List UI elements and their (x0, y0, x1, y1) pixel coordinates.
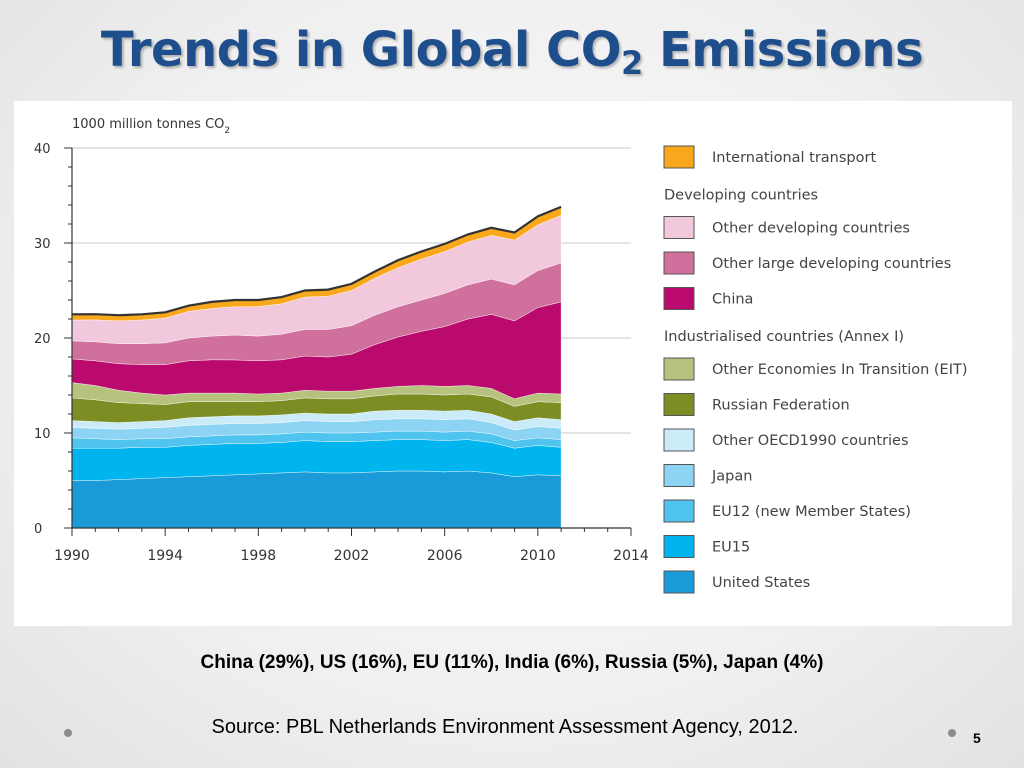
legend-header-developing-countries: Developing countries (664, 188, 818, 204)
x-tick-label-1998: 1998 (241, 548, 277, 564)
slide-title: Trends in Global CO2 Emissions (100, 22, 924, 82)
x-tick-label-2010: 2010 (520, 548, 556, 564)
y-tick-label-30: 30 (34, 237, 51, 252)
legend-label-eu12-new-member-states: EU12 (new Member States) (712, 504, 911, 520)
y-tick-label-40: 40 (34, 142, 51, 157)
y-axis-label: 1000 million tonnes CO2 (72, 117, 230, 136)
bullet-left (64, 729, 72, 737)
legend-swatch-russian-federation (663, 393, 695, 416)
co2-stacked-area-chart: 0 10 20 30 40 1990 1994 1998 2002 2006 2010 2014 100… (34, 117, 968, 594)
legend-swatch-other-developing-countries (663, 216, 695, 239)
legend-label-international-transport: International transport (712, 150, 876, 166)
legend-label-china: China (712, 292, 753, 308)
y-tick-label-0: 0 (34, 522, 42, 537)
legend-swatch-eu12-new-member-states (663, 499, 695, 523)
chart-panel: 0 10 20 30 40 1990 1994 1998 2002 2006 2010 2014 100… (14, 101, 1012, 626)
emission-shares-caption: China (29%), US (16%), EU (11%), India (… (200, 652, 824, 673)
legend-label-other-oecd1990-countries: Other OECD1990 countries (712, 433, 909, 449)
x-tick-label-2014: 2014 (613, 548, 649, 564)
legend-label-united-states: United States (712, 575, 810, 591)
total-outline (71, 205, 562, 317)
legend-swatch-other-economies-in-transition-eit (663, 357, 695, 381)
x-tick-label-2002: 2002 (334, 548, 370, 564)
legend-header-industrialised-countries-annex-i: Industrialised countries (Annex I) (664, 329, 904, 345)
x-tick-label-1990: 1990 (54, 548, 90, 564)
legend-label-japan: Japan (711, 469, 752, 485)
legend-label-other-economies-in-transition-eit: Other Economies In Transition (EIT) (712, 362, 968, 378)
source-text: Source: PBL Netherlands Environment Asse… (211, 716, 799, 738)
y-tick-label-10: 10 (34, 427, 51, 442)
x-tick-label-2006: 2006 (427, 548, 463, 564)
y-tick-label-20: 20 (34, 332, 51, 347)
legend-swatch-united-states (663, 570, 695, 594)
area-united-states (71, 470, 562, 529)
x-tick-label-1994: 1994 (147, 548, 183, 564)
legend-swatch-other-large-developing-countries (663, 251, 695, 275)
legend-swatch-eu15 (663, 535, 695, 558)
slide-number: 5 (973, 730, 981, 746)
legend-swatch-china (663, 287, 695, 310)
legend-label-other-large-developing-countries: Other large developing countries (712, 256, 951, 272)
legend-swatch-other-oecd1990-countries (663, 428, 695, 452)
legend-swatch-international-transport (663, 145, 695, 169)
bullet-right (948, 729, 956, 737)
legend-swatch-japan (663, 464, 695, 487)
legend-label-other-developing-countries: Other developing countries (712, 221, 910, 237)
legend-label-eu15: EU15 (712, 540, 750, 556)
legend-label-russian-federation: Russian Federation (712, 398, 850, 414)
